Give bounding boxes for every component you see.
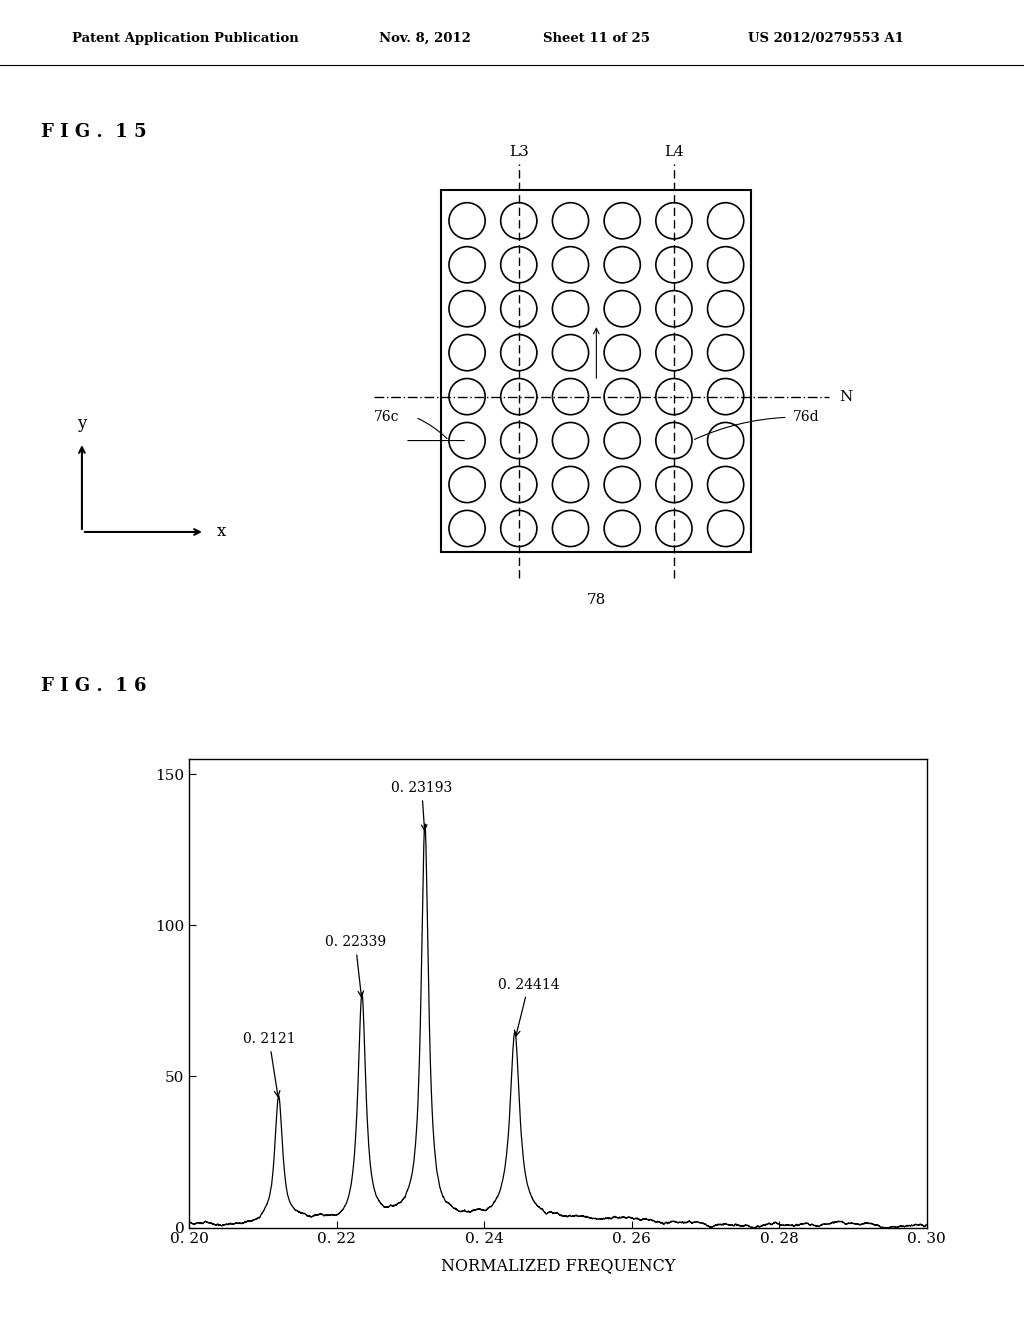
Circle shape (552, 247, 589, 282)
Circle shape (501, 290, 537, 327)
Circle shape (604, 290, 640, 327)
Circle shape (552, 334, 589, 371)
Text: 76d: 76d (793, 411, 819, 424)
Circle shape (708, 466, 743, 503)
Text: L4: L4 (664, 145, 684, 158)
Circle shape (552, 422, 589, 458)
Circle shape (449, 247, 485, 282)
Text: 78: 78 (587, 593, 606, 607)
Circle shape (449, 334, 485, 371)
Circle shape (708, 334, 743, 371)
Text: F I G .  1 6: F I G . 1 6 (41, 677, 146, 696)
Text: Patent Application Publication: Patent Application Publication (72, 32, 298, 45)
Text: N: N (840, 389, 853, 404)
Circle shape (655, 466, 692, 503)
Circle shape (449, 466, 485, 503)
Circle shape (449, 379, 485, 414)
Text: US 2012/0279553 A1: US 2012/0279553 A1 (748, 32, 903, 45)
Text: F I G .  1 5: F I G . 1 5 (41, 123, 146, 141)
Circle shape (655, 290, 692, 327)
Circle shape (552, 203, 589, 239)
Text: 0. 22339: 0. 22339 (325, 936, 386, 997)
Bar (441, 190, 752, 552)
Circle shape (552, 379, 589, 414)
Circle shape (708, 511, 743, 546)
Circle shape (449, 422, 485, 458)
Text: Nov. 8, 2012: Nov. 8, 2012 (379, 32, 471, 45)
Circle shape (449, 203, 485, 239)
Circle shape (501, 511, 537, 546)
Circle shape (708, 422, 743, 458)
Circle shape (501, 466, 537, 503)
Text: 0. 24414: 0. 24414 (498, 978, 559, 1036)
Circle shape (501, 334, 537, 371)
Circle shape (604, 334, 640, 371)
Text: x: x (217, 524, 226, 540)
Circle shape (604, 466, 640, 503)
Circle shape (604, 203, 640, 239)
Circle shape (708, 290, 743, 327)
Circle shape (708, 247, 743, 282)
Circle shape (501, 247, 537, 282)
Circle shape (708, 379, 743, 414)
Circle shape (655, 203, 692, 239)
Text: Sheet 11 of 25: Sheet 11 of 25 (543, 32, 649, 45)
Circle shape (655, 247, 692, 282)
Circle shape (655, 334, 692, 371)
Circle shape (655, 511, 692, 546)
Circle shape (501, 379, 537, 414)
Circle shape (708, 203, 743, 239)
Text: L3: L3 (509, 145, 528, 158)
Circle shape (552, 290, 589, 327)
Text: 0. 2121: 0. 2121 (243, 1032, 295, 1097)
Circle shape (552, 511, 589, 546)
Text: y: y (77, 414, 87, 432)
Circle shape (552, 466, 589, 503)
Circle shape (604, 379, 640, 414)
Circle shape (655, 422, 692, 458)
Circle shape (604, 247, 640, 282)
Circle shape (501, 422, 537, 458)
Circle shape (449, 290, 485, 327)
Circle shape (604, 511, 640, 546)
Circle shape (655, 379, 692, 414)
Circle shape (501, 203, 537, 239)
Circle shape (449, 511, 485, 546)
Circle shape (604, 422, 640, 458)
Text: 76c: 76c (374, 411, 399, 424)
Text: 0. 23193: 0. 23193 (391, 781, 453, 830)
X-axis label: NORMALIZED FREQUENCY: NORMALIZED FREQUENCY (440, 1258, 676, 1275)
